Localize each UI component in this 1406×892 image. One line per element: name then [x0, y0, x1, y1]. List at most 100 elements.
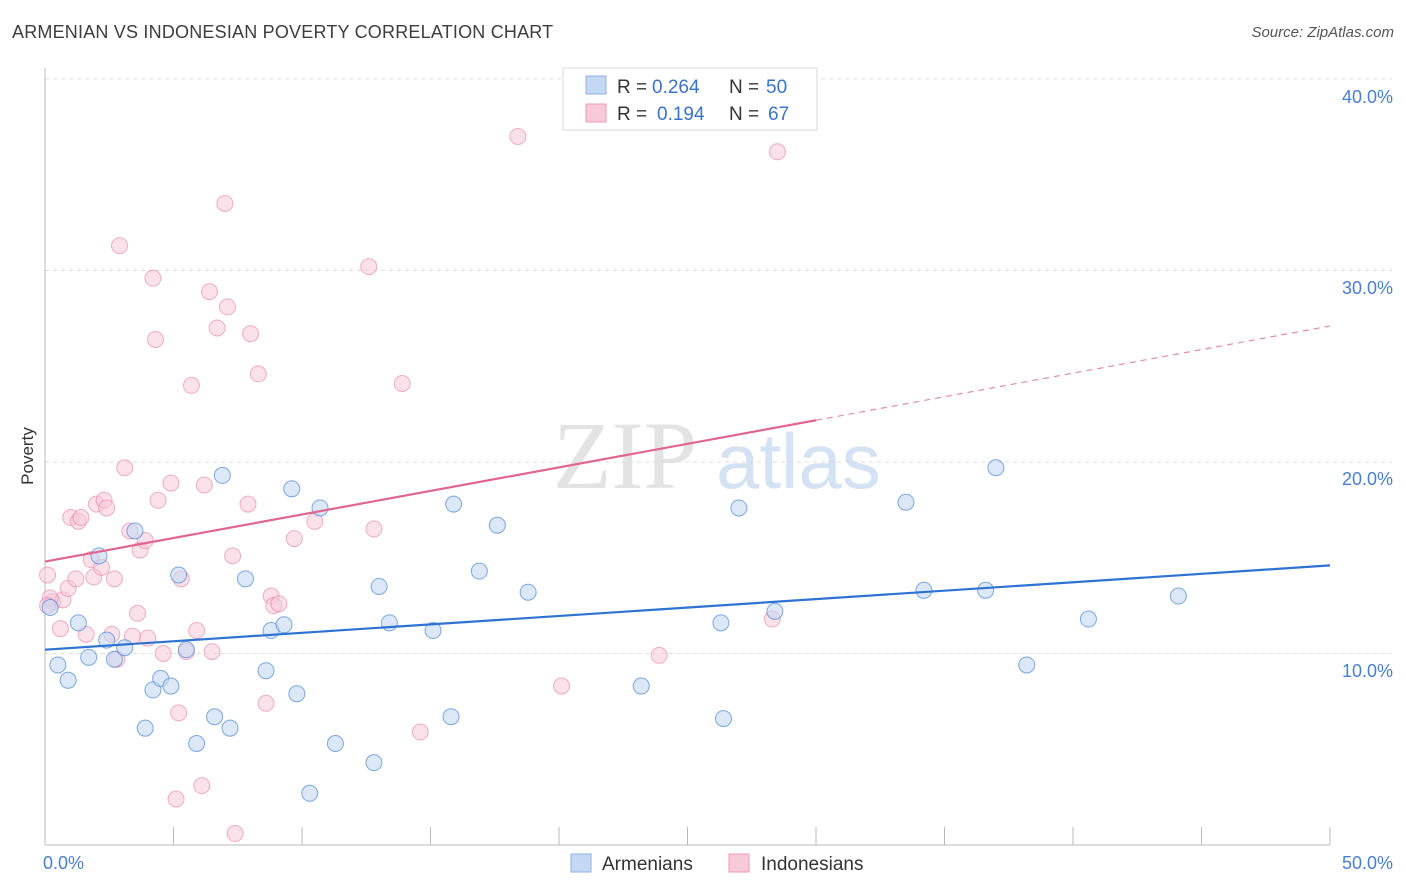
armenians-point-1 — [49, 656, 67, 674]
indonesians-point-58 — [393, 374, 411, 392]
legend-r-value-indonesians: 0.194 — [657, 104, 705, 125]
armenians-point-3 — [69, 614, 87, 632]
armenians-point-34 — [445, 495, 463, 513]
y-tick-label-30: 30.0% — [1342, 278, 1393, 298]
indonesians-point-59 — [411, 723, 429, 741]
indonesians-point-37 — [188, 622, 206, 640]
indonesians-point-57 — [365, 520, 383, 538]
indonesians-point-60 — [509, 127, 527, 145]
indonesians-point-40 — [200, 283, 218, 301]
indonesians-point-15 — [98, 499, 116, 517]
chart-title: ARMENIAN VS INDONESIAN POVERTY CORRELATI… — [12, 22, 554, 42]
armenians-point-44 — [915, 581, 933, 599]
armenians-point-28 — [326, 735, 344, 753]
armenians-point-49 — [1169, 587, 1187, 605]
armenians-point-9 — [126, 522, 144, 540]
x-tick-label-min: 0.0% — [43, 853, 84, 873]
armenians-trend-line — [44, 564, 1331, 651]
armenians-point-40 — [714, 710, 732, 728]
indonesians-point-54 — [285, 530, 303, 548]
armenians-point-23 — [275, 616, 293, 634]
armenians-point-46 — [987, 459, 1005, 477]
watermark: ZIP atlas — [553, 402, 881, 509]
armenians-point-27 — [311, 499, 329, 517]
indonesians-point-33 — [170, 704, 188, 722]
indonesians-point-49 — [249, 365, 267, 383]
y-tick-label-10: 10.0% — [1342, 661, 1393, 681]
y-tick-label-20: 20.0% — [1342, 469, 1393, 489]
indonesians-point-17 — [105, 570, 123, 588]
indonesians-point-53 — [270, 595, 288, 613]
armenians-point-17 — [206, 708, 224, 726]
indonesians-point-39 — [195, 476, 213, 494]
indonesians-point-41 — [203, 643, 221, 661]
legend-r-label-indonesians: R = — [617, 104, 647, 125]
armenians-point-6 — [98, 631, 116, 649]
armenians-point-2 — [59, 671, 77, 689]
watermark-atlas: atlas — [716, 417, 881, 505]
armenians-point-42 — [766, 602, 784, 620]
armenians-point-0 — [41, 599, 59, 617]
indonesians-point-31 — [162, 474, 180, 492]
legend-n-label-armenians: N = — [729, 77, 759, 98]
indonesians-point-43 — [216, 194, 234, 212]
armenians-point-43 — [897, 493, 915, 511]
bottom-legend: Armenians Indonesians — [570, 853, 863, 875]
bottom-legend-swatch-indonesians — [728, 853, 750, 873]
armenians-point-19 — [221, 719, 239, 737]
indonesians-point-29 — [149, 491, 167, 509]
armenians-point-16 — [188, 735, 206, 753]
armenians-point-45 — [977, 581, 995, 599]
indonesians-point-48 — [242, 325, 260, 343]
legend-r-label-armenians: R = — [617, 77, 647, 98]
indonesians-point-32 — [167, 790, 185, 808]
armenians-point-21 — [257, 662, 275, 680]
indonesians-point-30 — [154, 645, 172, 662]
armenians-point-18 — [213, 466, 231, 484]
axes — [44, 68, 1331, 846]
armenians-point-33 — [442, 708, 460, 726]
indonesians-point-50 — [257, 694, 275, 712]
indonesians-point-38 — [193, 777, 211, 795]
indonesians-point-42 — [208, 319, 226, 337]
armenians-point-48 — [1079, 610, 1097, 628]
bottom-legend-armenians: Armenians — [602, 854, 693, 875]
indonesians-point-0 — [39, 566, 57, 584]
indonesians-trend-line-extension — [815, 325, 1331, 421]
indonesians-point-2 — [51, 620, 69, 638]
legend: R = 0.264 N = 50 R = 0.194 N = 67 — [562, 67, 818, 131]
armenians-point-38 — [632, 677, 650, 695]
armenians-point-35 — [470, 562, 488, 580]
x-tick-label-max: 50.0% — [1342, 853, 1393, 873]
grid — [45, 78, 1392, 654]
armenians-point-32 — [424, 622, 442, 640]
armenians-point-4 — [80, 648, 98, 666]
indonesians-point-27 — [144, 269, 162, 287]
indonesians-point-64 — [768, 143, 786, 161]
armenians-point-24 — [283, 480, 301, 498]
legend-n-value-indonesians: 67 — [768, 104, 789, 125]
armenians-point-15 — [177, 641, 195, 659]
armenians-point-8 — [116, 639, 134, 657]
armenians-point-39 — [712, 614, 730, 632]
indonesians-point-56 — [360, 258, 378, 276]
armenians-point-7 — [105, 650, 123, 668]
indonesians-point-62 — [650, 646, 668, 664]
trend-lines — [44, 325, 1331, 651]
legend-n-label-indonesians: N = — [729, 104, 759, 125]
legend-r-value-armenians: 0.264 — [652, 77, 700, 98]
armenians-point-13 — [162, 677, 180, 695]
armenians-point-47 — [1018, 656, 1036, 674]
source-label: Source: ZipAtlas.com — [1251, 24, 1394, 41]
legend-n-value-armenians: 50 — [766, 77, 787, 98]
legend-swatch-indonesians — [585, 103, 607, 123]
armenians-point-14 — [170, 566, 188, 584]
indonesians-point-45 — [224, 547, 242, 565]
indonesians-point-19 — [111, 237, 129, 255]
y-axis-title: Poverty — [18, 427, 37, 485]
indonesians-point-23 — [129, 604, 147, 622]
indonesians-point-44 — [218, 298, 236, 316]
armenians-point-25 — [288, 685, 306, 703]
armenians-point-36 — [488, 516, 506, 534]
